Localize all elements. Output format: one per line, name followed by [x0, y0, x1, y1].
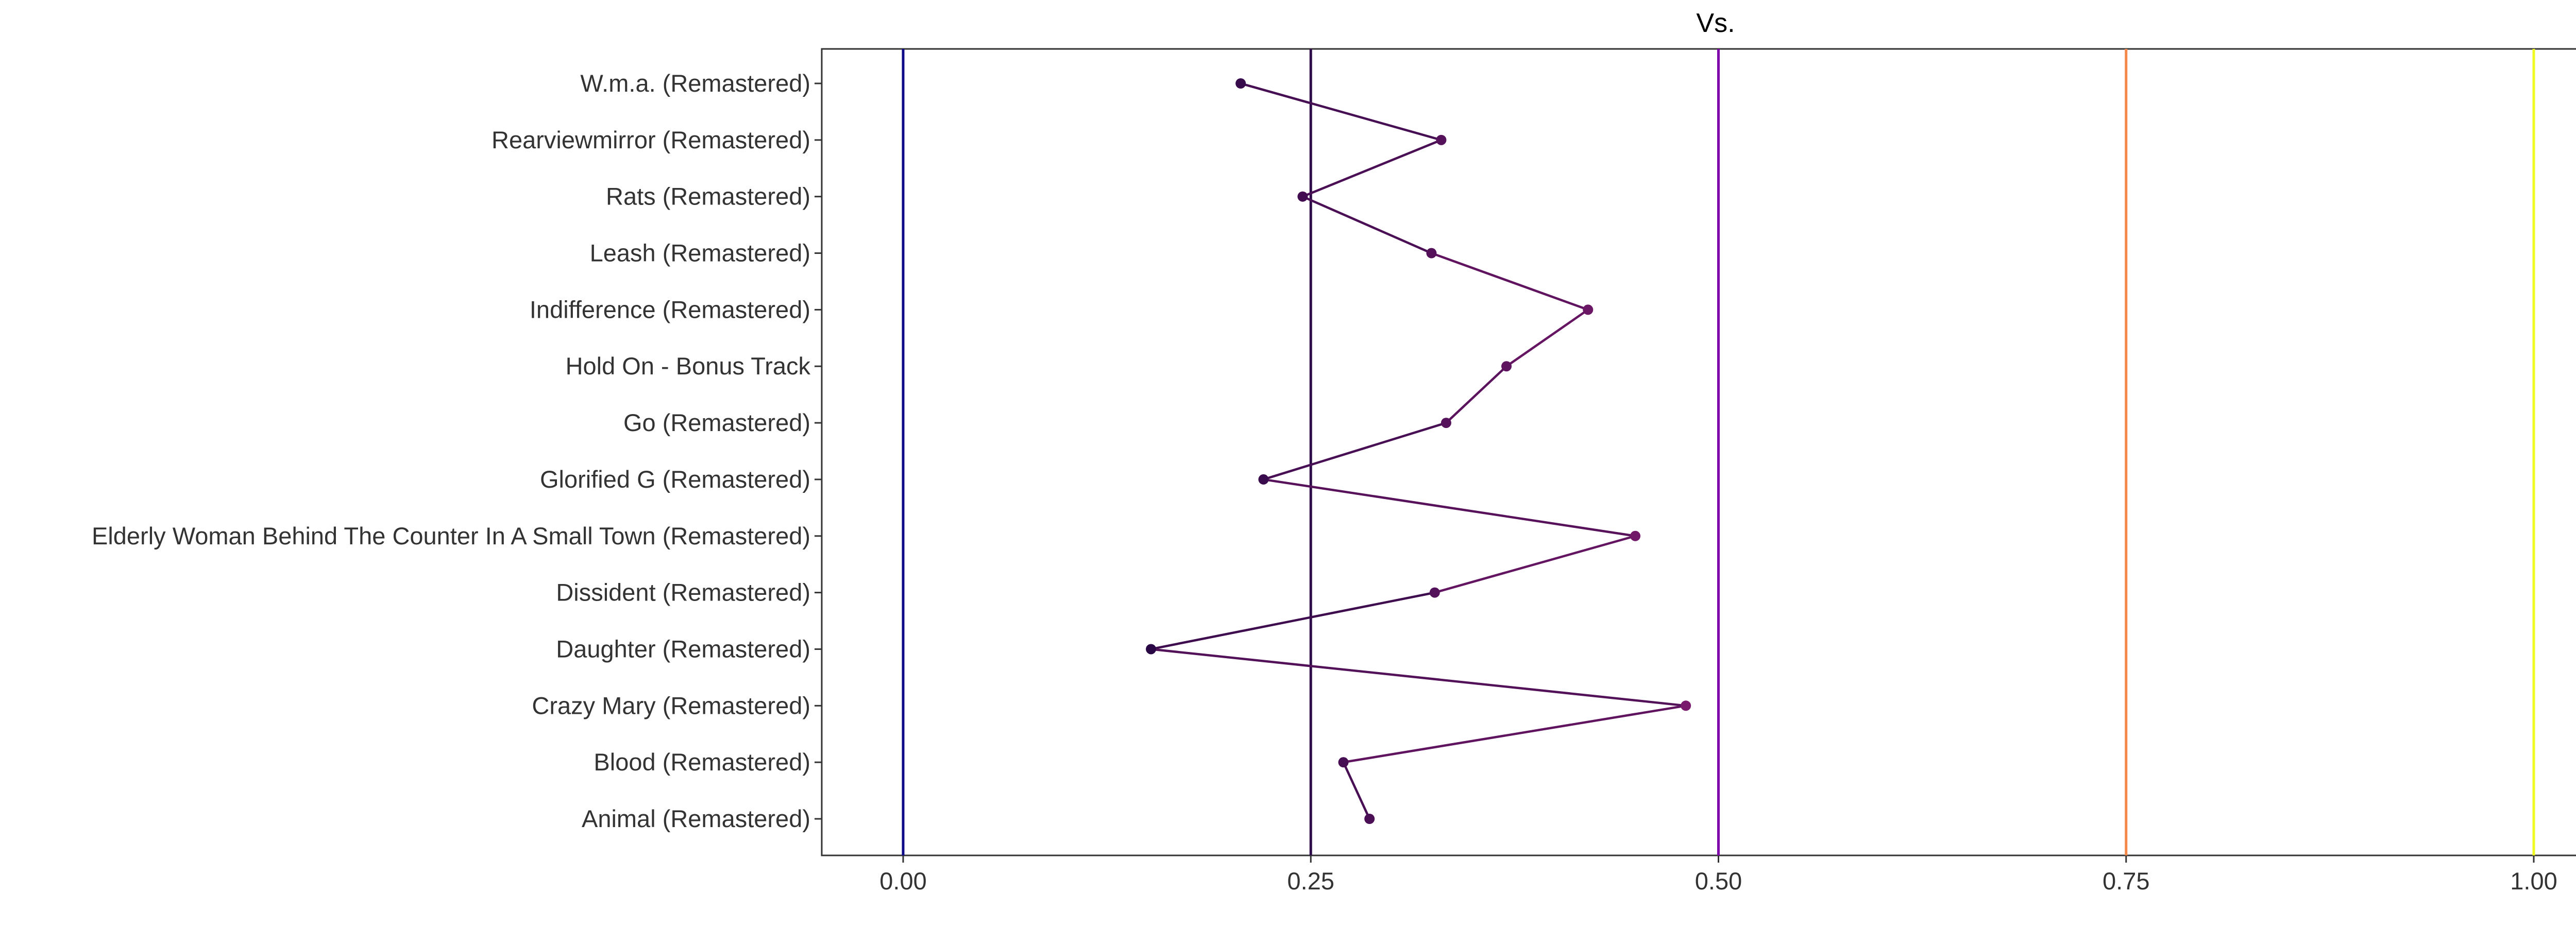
- series-segment-4: [1505, 308, 1589, 368]
- series-segment-12: [1342, 762, 1371, 819]
- data-point-3: [1426, 248, 1437, 259]
- series-segment-9: [1150, 591, 1435, 650]
- series-points: [1146, 78, 1691, 824]
- series-segment-11: [1343, 705, 1686, 764]
- series-segment-10: [1150, 648, 1686, 707]
- x-tick-label-1: 0.25: [1287, 867, 1334, 895]
- y-tick-label-5: Hold On - Bonus Track: [566, 352, 811, 380]
- plot-panel: [821, 48, 2576, 856]
- x-tick-label-2: 0.50: [1695, 867, 1742, 895]
- data-point-9: [1429, 587, 1440, 598]
- y-tick-label-2: Rats (Remastered): [606, 183, 810, 210]
- data-point-0: [1235, 78, 1246, 89]
- data-point-2: [1297, 191, 1308, 202]
- y-tick-label-6: Go (Remastered): [623, 409, 810, 436]
- data-point-6: [1440, 418, 1451, 428]
- data-point-5: [1501, 361, 1512, 372]
- series-segment-7: [1263, 478, 1636, 537]
- x-axis: 0.00 0.25 0.50 0.75 1.00: [879, 855, 2557, 895]
- y-tick-label-0: W.m.a. (Remastered): [580, 70, 810, 97]
- x-tick-label-3: 0.75: [2103, 867, 2149, 895]
- y-tick-label-11: Crazy Mary (Remastered): [532, 692, 810, 719]
- y-tick-label-3: Leash (Remastered): [590, 239, 810, 267]
- data-point-4: [1583, 304, 1594, 315]
- data-point-8: [1630, 530, 1641, 541]
- y-tick-label-13: Animal (Remastered): [582, 805, 810, 832]
- series-line: [1150, 82, 1686, 819]
- y-tick-label-7: Glorified G (Remastered): [540, 466, 810, 493]
- data-point-12: [1338, 757, 1349, 768]
- x-tick-label-4: 1.00: [2510, 867, 2557, 895]
- x-tick-label-0: 0.00: [879, 867, 926, 895]
- series-segment-0: [1240, 82, 1442, 142]
- y-tick-label-4: Indifference (Remastered): [530, 296, 810, 323]
- chart-title: Vs.: [1696, 8, 1735, 38]
- data-point-10: [1146, 644, 1157, 655]
- y-tick-label-8: Elderly Woman Behind The Counter In A Sm…: [92, 522, 810, 550]
- data-point-11: [1681, 700, 1691, 711]
- reference-lines: [902, 49, 2535, 855]
- series-segment-5: [1445, 365, 1507, 424]
- series-segment-3: [1431, 252, 1589, 311]
- y-tick-label-9: Dissident (Remastered): [556, 579, 810, 606]
- y-tick-label-12: Blood (Remastered): [594, 748, 810, 776]
- series-segment-1: [1302, 139, 1442, 198]
- y-axis: W.m.a. (Remastered) Rearviewmirror (Remas…: [92, 70, 822, 832]
- data-point-7: [1258, 474, 1269, 485]
- data-point-1: [1436, 134, 1447, 145]
- y-tick-label-1: Rearviewmirror (Remastered): [492, 126, 810, 153]
- data-point-13: [1364, 814, 1375, 824]
- series-segment-8: [1434, 535, 1636, 594]
- series-segment-6: [1263, 421, 1447, 481]
- series-segment-2: [1302, 195, 1432, 254]
- y-tick-label-10: Daughter (Remastered): [556, 635, 810, 662]
